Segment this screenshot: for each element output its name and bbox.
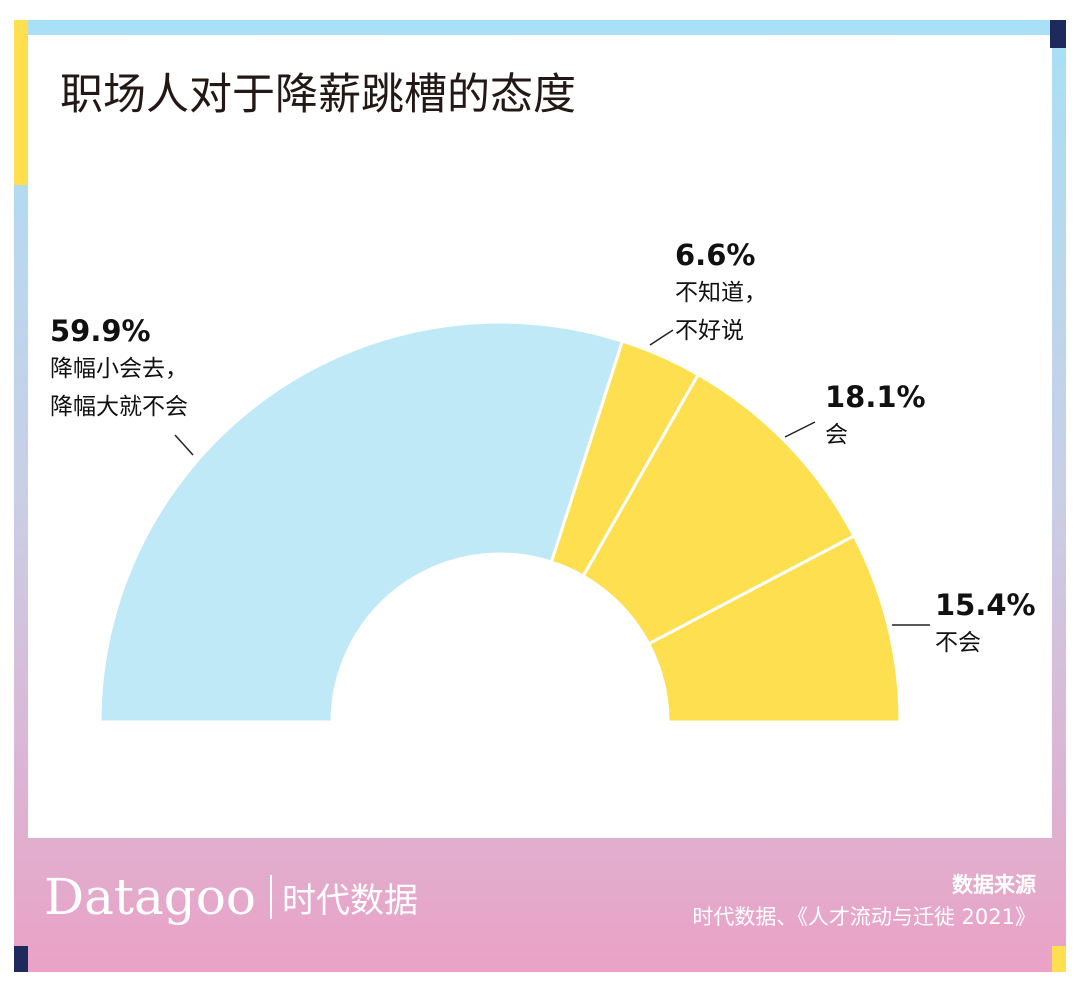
slice-label: 59.9% 降幅小会去， 降幅大就不会: [50, 312, 188, 426]
slice-label: 6.6% 不知道， 不好说: [675, 236, 767, 350]
chart-title: 职场人对于降薪跳槽的态度: [60, 70, 576, 120]
category-label: 降幅小会去， 降幅大就不会: [50, 356, 188, 420]
brand: Datagoo 时代数据: [44, 868, 418, 926]
source-text: 时代数据、《人才流动与迁徙 2021》: [692, 905, 1036, 929]
slice: [646, 533, 902, 724]
leader-line: [174, 434, 194, 456]
source: 数据来源 时代数据、《人才流动与迁徙 2021》: [692, 870, 1036, 934]
accent: [14, 946, 28, 972]
slice-label: 15.4% 不会: [935, 586, 1036, 662]
value-label: 59.9%: [50, 314, 151, 348]
value-label: 18.1%: [825, 380, 926, 414]
brand-name: Datagoo: [44, 868, 257, 926]
accent: [14, 20, 28, 185]
accent: [1052, 946, 1066, 972]
accent: [1050, 20, 1066, 48]
slice: [581, 372, 857, 646]
category-label: 不会: [935, 630, 981, 656]
leader-line: [649, 329, 674, 346]
value-label: 15.4%: [935, 588, 1036, 622]
value-label: 6.6%: [675, 238, 756, 272]
leader-line: [784, 421, 816, 438]
slice-label: 18.1% 会: [825, 378, 926, 454]
divider: [270, 875, 273, 919]
brand-name-cn: 时代数据: [282, 880, 419, 921]
source-title: 数据来源: [952, 873, 1036, 897]
category-label: 不知道， 不好说: [675, 280, 767, 344]
slice: [98, 320, 625, 724]
category-label: 会: [825, 422, 848, 448]
